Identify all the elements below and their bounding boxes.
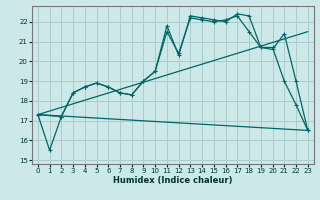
X-axis label: Humidex (Indice chaleur): Humidex (Indice chaleur) <box>113 176 233 185</box>
